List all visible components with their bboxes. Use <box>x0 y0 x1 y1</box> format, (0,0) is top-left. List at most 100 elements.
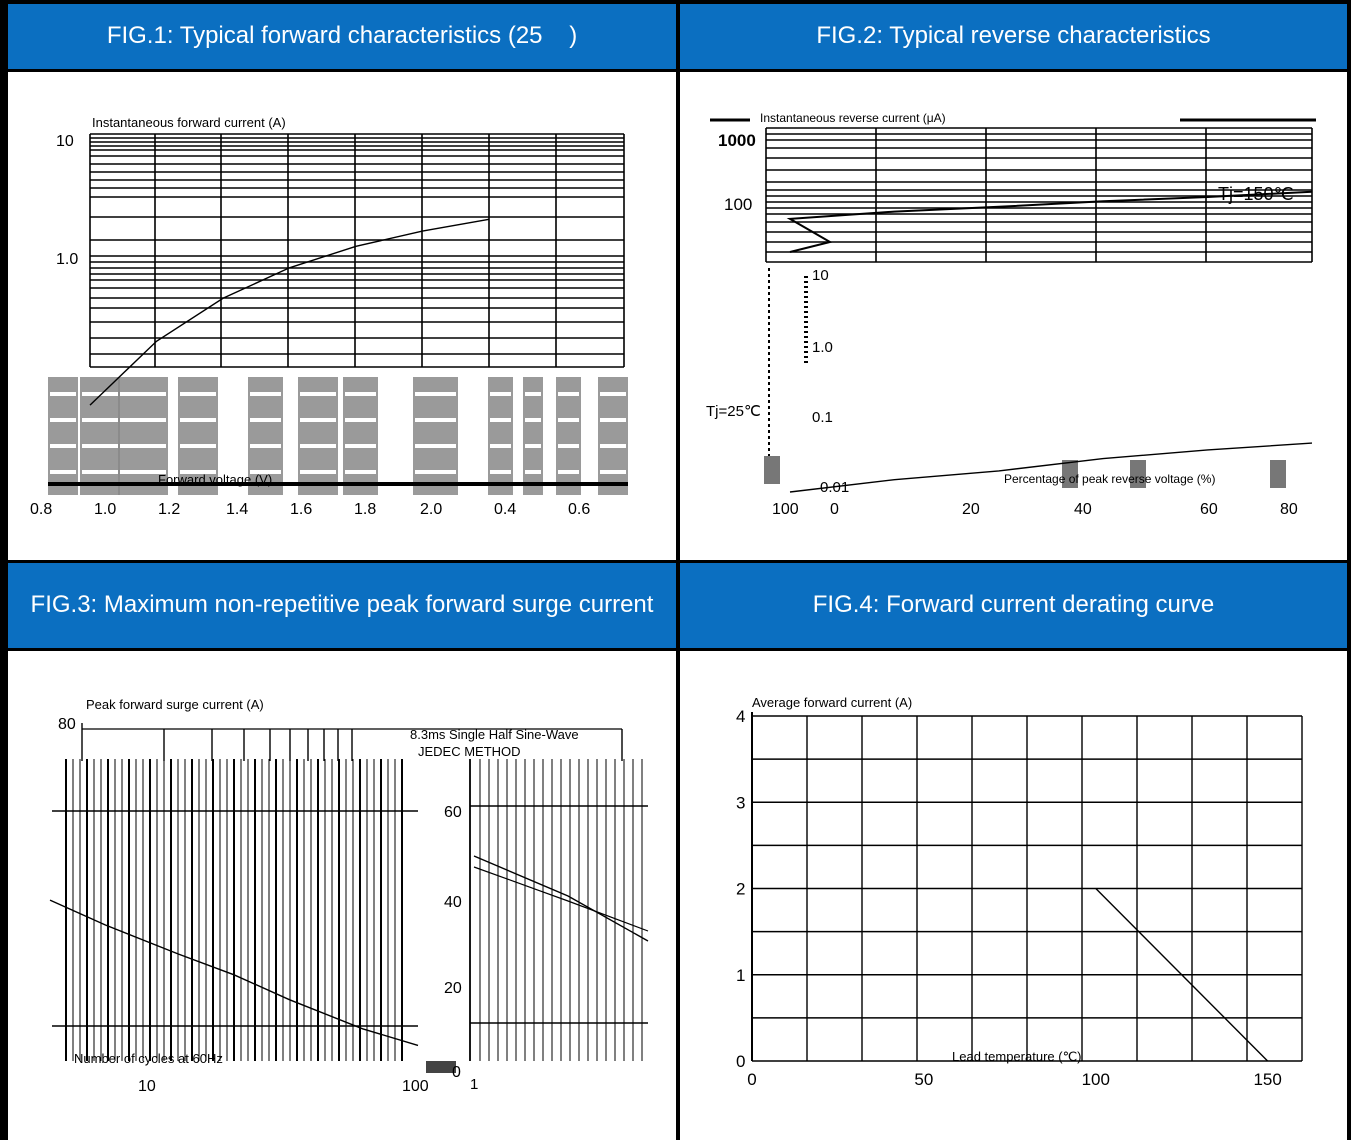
fig3-xtick-10: 10 <box>138 1078 156 1095</box>
fig2-chart: Instantaneous reverse current (μA) 1000 … <box>706 111 1316 518</box>
fig1-artifact-block-8 <box>488 377 513 495</box>
fig2-xtick-1: 0 <box>830 501 839 518</box>
fig2-dot <box>768 292 770 295</box>
fig2-xtick-3: 40 <box>1074 501 1092 518</box>
fig1-artifact-block-4 <box>248 377 283 495</box>
fig1-artifact-stripe <box>50 392 76 396</box>
fig2-ytick-100: 100 <box>724 195 752 214</box>
fig1-xticks: 0.8 1.0 1.2 1.4 1.6 1.8 2.0 0.4 0.6 <box>30 501 590 518</box>
fig1-artifact-stripe <box>300 470 336 474</box>
fig1-artifact-block-0 <box>48 377 78 495</box>
fig4-panel: Average forward current (A) 4 3 2 1 0 0 50 100… <box>680 651 1347 1140</box>
fig1-artifact-stripe <box>415 418 456 422</box>
fig4-chart: Average forward current (A) 4 3 2 1 0 0 50 100… <box>736 695 1303 1089</box>
fig1-panel: Instantaneous forward current (A) 10 1.0… <box>8 72 676 560</box>
fig2-dot <box>768 364 770 367</box>
fig4-series-line <box>1095 888 1269 1062</box>
fig2-dot <box>804 356 808 358</box>
fig2-dot <box>804 286 808 288</box>
fig1-artifact-stripe <box>415 444 456 448</box>
fig2-dot <box>804 306 808 308</box>
fig1-artifact-stripe <box>50 418 76 422</box>
fig2-ytick-0.1: 0.1 <box>812 409 833 426</box>
fig2-dot <box>768 280 770 283</box>
fig2-dot <box>768 274 770 277</box>
fig3-artifact-block <box>426 1061 456 1073</box>
fig2-dot <box>768 298 770 301</box>
fig3-annot-1: 8.3ms Single Half Sine-Wave <box>410 727 579 742</box>
fig2-artifact-block-0 <box>764 456 780 484</box>
fig2-dot <box>768 268 770 271</box>
fig3-series-right-b <box>473 866 649 932</box>
fig1-artifact-stripe <box>490 444 511 448</box>
fig3-top-grid <box>81 723 623 761</box>
fig4-xtick-0: 0 <box>747 1070 756 1089</box>
fig1-artifact-block-9 <box>523 377 543 495</box>
fig1-grid <box>89 133 625 368</box>
fig1-series-line <box>89 218 490 406</box>
fig3-ytick-0: 0 <box>452 1064 461 1081</box>
fig2-dot <box>768 310 770 313</box>
fig2-dot <box>768 346 770 349</box>
fig1-artifact-block-11 <box>598 377 628 495</box>
fig1-artifact-stripe <box>120 470 166 474</box>
fig4-grid <box>751 712 1303 1062</box>
fig2-dot <box>804 281 808 283</box>
fig2-series <box>786 190 1313 493</box>
fig2-panel: Instantaneous reverse current (μA) 1000 … <box>680 72 1347 560</box>
fig1-artifact-stripe <box>82 392 118 396</box>
fig3-series-line <box>49 899 419 1047</box>
fig1-xtick-3: 1.4 <box>226 501 248 518</box>
fig2-dot <box>768 430 770 433</box>
fig2-dot <box>768 316 770 319</box>
fig1-artifact-stripe <box>120 444 166 448</box>
fig4-ytick-1: 1 <box>736 966 745 985</box>
fig1-xtick-1: 1.0 <box>94 501 116 518</box>
fig4-xtick-100: 100 <box>1082 1070 1110 1089</box>
fig1-artifact-blocks <box>48 377 628 495</box>
fig2-dot <box>768 340 770 343</box>
fig2-dot <box>804 311 808 313</box>
fig2-dot <box>804 361 808 363</box>
fig2-xtick-2: 20 <box>962 501 980 518</box>
fig2-dot <box>804 336 808 338</box>
fig4-series <box>1095 888 1269 1062</box>
fig2-ylabel: Instantaneous reverse current (μA) <box>760 111 946 125</box>
fig2-dot <box>768 436 770 439</box>
fig2-dot <box>768 394 770 397</box>
fig1-artifact-stripe <box>415 392 456 396</box>
fig2-annot-25: Tj=25℃ <box>706 403 761 420</box>
fig1-artifact-stripe <box>558 470 579 474</box>
fig1-artifact-block-7 <box>413 377 458 495</box>
fig3-chart: Peak forward surge current (A) 80 8.3ms … <box>49 697 649 1095</box>
fig1-artifact-stripe <box>82 418 118 422</box>
fig1-artifact-block-5 <box>298 377 338 495</box>
fig2-dot <box>768 448 770 451</box>
fig2-dot <box>768 352 770 355</box>
fig1-artifact-stripe <box>345 392 376 396</box>
fig2-xtick-4: 60 <box>1200 501 1218 518</box>
fig1-ylabel: Instantaneous forward current (A) <box>92 115 286 130</box>
fig2-dot <box>768 418 770 421</box>
fig4-ytick-0: 0 <box>736 1052 745 1071</box>
fig1-artifact-stripe <box>300 392 336 396</box>
fig1-artifact-stripe <box>180 470 216 474</box>
fig3-ytick-80: 80 <box>58 716 76 733</box>
fig2-grid <box>710 118 1316 263</box>
fig1-header: FIG.1: Typical forward characteristics (… <box>8 4 676 69</box>
fig1-series <box>89 218 490 406</box>
fig1-artifact-block-1 <box>80 377 120 495</box>
fig1-artifact-stripe <box>180 392 216 396</box>
fig2-dot <box>804 341 808 343</box>
fig3-ytick-40: 40 <box>444 894 462 911</box>
fig1-ytick-10: 10 <box>56 133 74 150</box>
fig3-vertical-lines <box>52 759 648 1073</box>
fig2-dot <box>768 304 770 307</box>
fig3-xtick-100: 100 <box>402 1078 429 1095</box>
fig4-ytick-4: 4 <box>736 707 745 726</box>
fig3-xtick-1: 1 <box>470 1076 478 1093</box>
fig1-artifact-stripe <box>120 418 166 422</box>
fig3-ytick-20: 20 <box>444 980 462 997</box>
fig1-artifact-stripe <box>525 470 541 474</box>
fig1-artifact-stripe <box>558 392 579 396</box>
